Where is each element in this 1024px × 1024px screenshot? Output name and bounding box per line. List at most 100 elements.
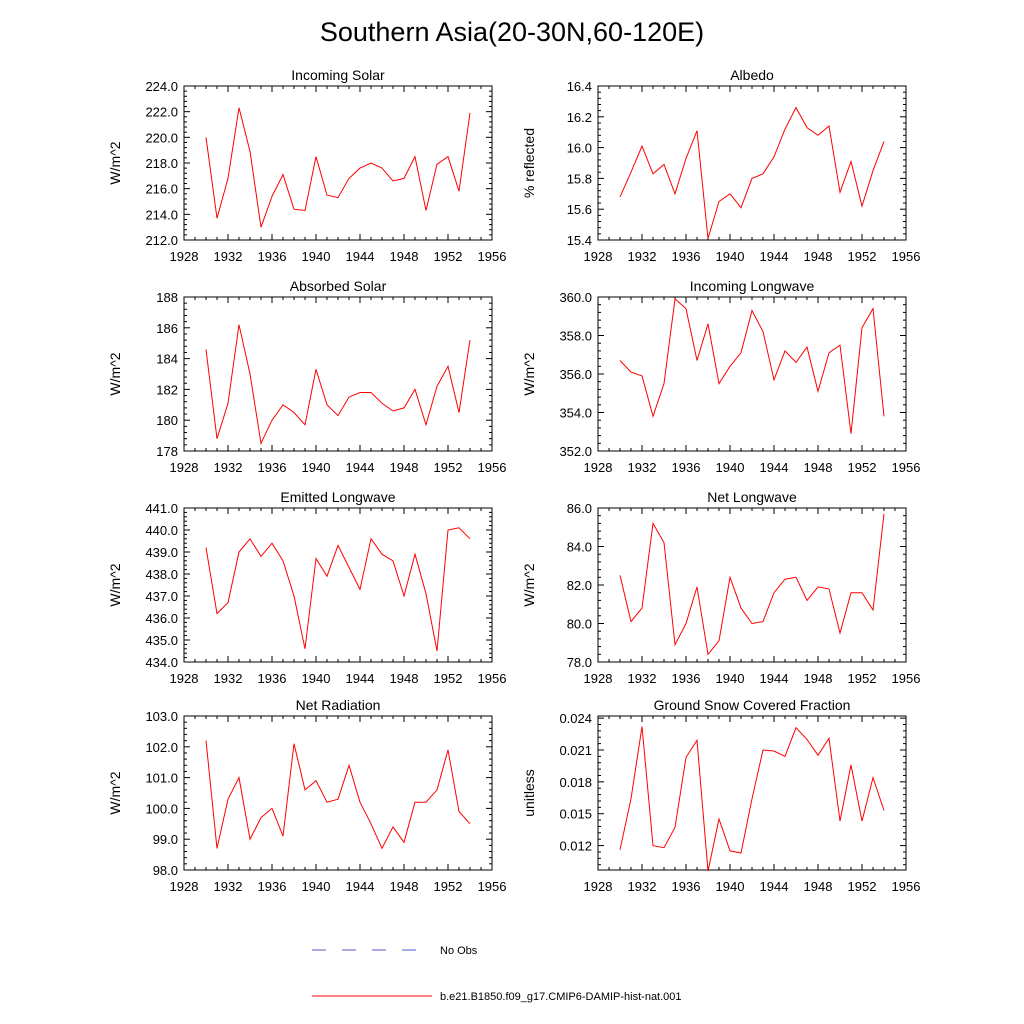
x-tick-label: 1928 [170,460,199,475]
series-line [619,726,885,872]
y-tick-label: 15.4 [567,233,592,248]
legend: No Obs b.e21.B1850.f09_g17.CMIP6-DAMIP-h… [312,945,682,1003]
x-tick-label: 1936 [672,249,701,264]
x-tick-label: 1952 [848,879,877,894]
y-tick-label: 438.0 [145,567,178,582]
x-tick-label: 1928 [584,671,613,686]
y-tick-label: 224.0 [145,79,178,94]
x-tick-label: 1928 [170,249,199,264]
y-tick-label: 102.0 [145,740,178,755]
x-tick-label: 1944 [760,249,789,264]
chart-panel: Absorbed Solar W/m^2 1928 1932 1936 1940 1944 1… [107,278,506,475]
x-tick-label: 1952 [848,460,877,475]
y-tick-label: 180 [156,413,178,428]
plot-frame [183,507,493,663]
x-tick-label: 1940 [716,249,745,264]
legend-obs-label: No Obs [440,945,478,957]
x-tick-label: 1936 [672,460,701,475]
plot-frame [597,296,907,452]
y-tick-label: 437.0 [145,589,178,604]
x-tick-label: 1948 [804,879,833,894]
x-tick-label: 1952 [434,671,463,686]
y-tick-label: 212.0 [145,233,178,248]
x-tick-label: 1932 [214,671,243,686]
x-tick-label: 1952 [434,879,463,894]
y-tick-label: 15.8 [567,171,592,186]
x-tick-label: 1932 [628,460,657,475]
series-line [619,297,885,434]
x-tick-label: 1936 [258,879,287,894]
x-tick-label: 1952 [848,671,877,686]
x-tick-label: 1948 [390,671,419,686]
y-tick-label: 98.0 [153,863,178,878]
x-tick-label: 1948 [390,879,419,894]
y-tick-label: 360.0 [559,290,592,305]
x-tick-label: 1940 [716,879,745,894]
y-tick-label: 78.0 [567,655,592,670]
series-line [619,106,885,239]
y-tick-label: 182 [156,382,178,397]
y-tick-label: 178 [156,444,178,459]
x-tick-label: 1940 [716,671,745,686]
y-tick-label: 103.0 [145,709,178,724]
y-tick-label: 356.0 [559,367,592,382]
x-tick-label: 1956 [478,460,507,475]
y-tick-label: 218.0 [145,156,178,171]
y-tick-label: 99.0 [153,832,178,847]
y-tick-label: 0.018 [559,775,592,790]
x-tick-label: 1956 [892,671,921,686]
x-tick-label: 1928 [170,879,199,894]
x-tick-label: 1936 [258,460,287,475]
y-axis-label: W/m^2 [521,352,537,395]
x-tick-label: 1956 [478,249,507,264]
x-tick-label: 1940 [302,249,331,264]
panel-title: Incoming Longwave [690,278,815,294]
series-line [619,513,885,656]
x-tick-label: 1948 [390,460,419,475]
y-tick-label: 80.0 [567,617,592,632]
panel-title: Ground Snow Covered Fraction [654,697,851,713]
series-line [205,324,471,445]
y-tick-label: 16.4 [567,79,592,94]
y-tick-label: 352.0 [559,444,592,459]
panel-title: Absorbed Solar [290,278,387,294]
x-tick-label: 1932 [214,879,243,894]
x-tick-label: 1932 [628,249,657,264]
y-tick-label: 188 [156,290,178,305]
x-tick-label: 1944 [760,460,789,475]
x-tick-label: 1952 [434,249,463,264]
y-tick-label: 101.0 [145,771,178,786]
x-tick-label: 1944 [346,249,375,264]
x-tick-label: 1956 [478,671,507,686]
y-tick-label: 216.0 [145,182,178,197]
panel-title: Net Longwave [707,489,797,505]
y-axis-label: W/m^2 [107,563,123,606]
y-tick-label: 441.0 [145,501,178,516]
x-tick-label: 1932 [628,879,657,894]
y-tick-label: 0.012 [559,839,592,854]
series-line [205,527,471,652]
y-tick-label: 222.0 [145,105,178,120]
chart-panel: Incoming Longwave W/m^2 1928 1932 1936 1940 19… [521,278,920,475]
panel-title: Net Radiation [296,697,381,713]
y-tick-label: 214.0 [145,207,178,222]
series-line [205,740,471,850]
y-tick-label: 15.6 [567,202,592,217]
chart-panel: Ground Snow Covered Fraction unitless 1928… [521,697,920,894]
y-axis-label: % reflected [521,128,537,198]
x-tick-label: 1928 [584,460,613,475]
x-tick-label: 1956 [892,879,921,894]
x-tick-label: 1932 [628,671,657,686]
chart-panel: Net Radiation W/m^2 1928 1932 1936 1940 1944 19… [107,697,506,894]
x-tick-label: 1940 [302,879,331,894]
y-tick-label: 100.0 [145,801,178,816]
chart-panel: Albedo % reflected 1928 1932 1936 1940 1944 194… [521,67,920,264]
panel-title: Albedo [730,67,774,83]
x-tick-label: 1928 [584,249,613,264]
plot-frame [597,507,907,663]
x-tick-label: 1944 [346,879,375,894]
y-tick-label: 434.0 [145,655,178,670]
y-tick-label: 184 [156,352,178,367]
y-axis-label: W/m^2 [107,141,123,184]
